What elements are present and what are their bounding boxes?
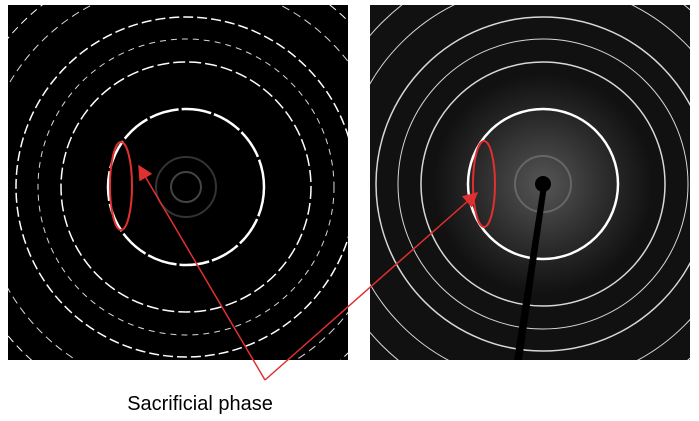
left-diffraction-image [0, 0, 418, 419]
figure: Sacrificial phase [0, 0, 699, 421]
annotation-label: Sacrificial phase [127, 393, 273, 415]
right-diffraction-image [315, 0, 699, 412]
